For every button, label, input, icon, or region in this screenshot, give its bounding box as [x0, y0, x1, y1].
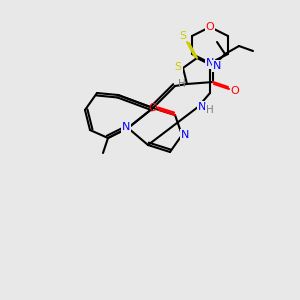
Text: O: O — [206, 22, 214, 32]
Text: N: N — [198, 102, 206, 112]
Text: O: O — [148, 103, 158, 113]
Text: H: H — [206, 105, 214, 115]
Text: S: S — [174, 62, 182, 72]
Text: N: N — [206, 58, 214, 68]
Text: S: S — [179, 31, 187, 41]
Text: N: N — [213, 61, 221, 71]
Text: N: N — [181, 130, 189, 140]
Text: O: O — [231, 86, 239, 96]
Text: N: N — [122, 122, 130, 132]
Text: H: H — [178, 79, 186, 89]
